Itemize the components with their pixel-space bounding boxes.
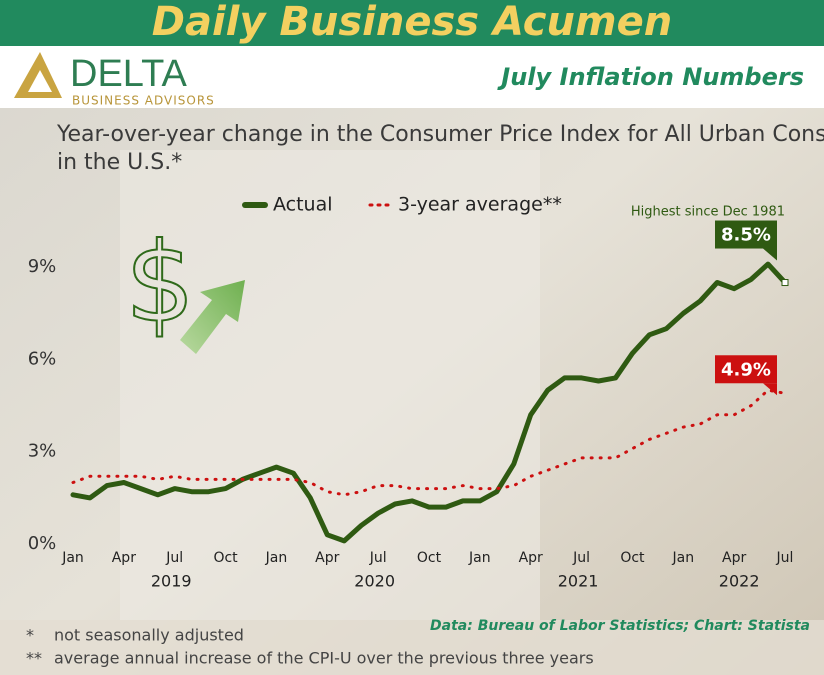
point-marker <box>781 279 789 287</box>
x-tick-label: Jan <box>265 550 288 566</box>
arrow-icon <box>180 280 245 354</box>
y-tick-label: 6% <box>28 348 57 369</box>
year-label: 2021 <box>558 572 599 591</box>
value-label-pointer <box>763 383 777 396</box>
background-panel <box>120 150 540 620</box>
x-tick-label: Jul <box>165 550 183 566</box>
value-label: 4.9% <box>721 359 771 380</box>
logo-band <box>0 46 824 108</box>
x-tick-label: Jan <box>61 550 84 566</box>
x-tick-label: Jul <box>369 550 387 566</box>
logo-mark-inner <box>28 70 52 92</box>
legend-label: 3-year average** <box>398 194 562 216</box>
series-line <box>70 261 788 544</box>
x-tick-label: Oct <box>620 550 645 566</box>
value-label: 8.5% <box>721 225 771 246</box>
header-title: Daily Business Acumen <box>152 0 672 45</box>
year-label: 2022 <box>719 572 760 591</box>
chart-title: Year-over-year change in the Consumer Pr… <box>56 122 824 175</box>
x-tick-label: Jan <box>468 550 491 566</box>
value-label-pointer <box>763 248 777 261</box>
value-label-box <box>715 355 777 384</box>
series-line <box>71 388 787 497</box>
x-tick-label: Jul <box>776 550 794 566</box>
logo-tagline: BUSINESS ADVISORS <box>72 94 215 108</box>
x-tick-label: Jul <box>572 550 590 566</box>
header-band <box>0 0 824 46</box>
x-tick-label: Apr <box>519 550 543 566</box>
year-label: 2020 <box>354 572 395 591</box>
footnote-mark: * <box>26 626 34 645</box>
x-tick-label: Apr <box>112 550 136 566</box>
x-tick-label: Oct <box>213 550 238 566</box>
header-subtitle: July Inflation Numbers <box>497 63 804 91</box>
y-tick-label: 0% <box>28 533 57 554</box>
footnote-text: not seasonally adjusted <box>54 626 244 645</box>
x-tick-label: Apr <box>315 550 339 566</box>
value-label-box <box>715 220 777 249</box>
dollar-icon: $ <box>125 218 195 346</box>
annotation: Highest since Dec 1981 <box>631 205 785 220</box>
footnote-text: average annual increase of the CPI-U ove… <box>54 649 594 668</box>
source: Data: Bureau of Labor Statistics; Chart:… <box>430 618 810 634</box>
x-tick-label: Jan <box>671 550 694 566</box>
footnote-mark: ** <box>26 649 42 668</box>
logo-name: DELTA <box>70 53 187 95</box>
footer-band <box>0 620 824 675</box>
x-tick-label: Oct <box>417 550 442 566</box>
y-tick-label: 9% <box>28 256 57 277</box>
year-label: 2019 <box>151 572 192 591</box>
y-tick-label: 3% <box>28 441 57 462</box>
legend-label: Actual <box>273 194 333 216</box>
x-tick-label: Apr <box>722 550 746 566</box>
